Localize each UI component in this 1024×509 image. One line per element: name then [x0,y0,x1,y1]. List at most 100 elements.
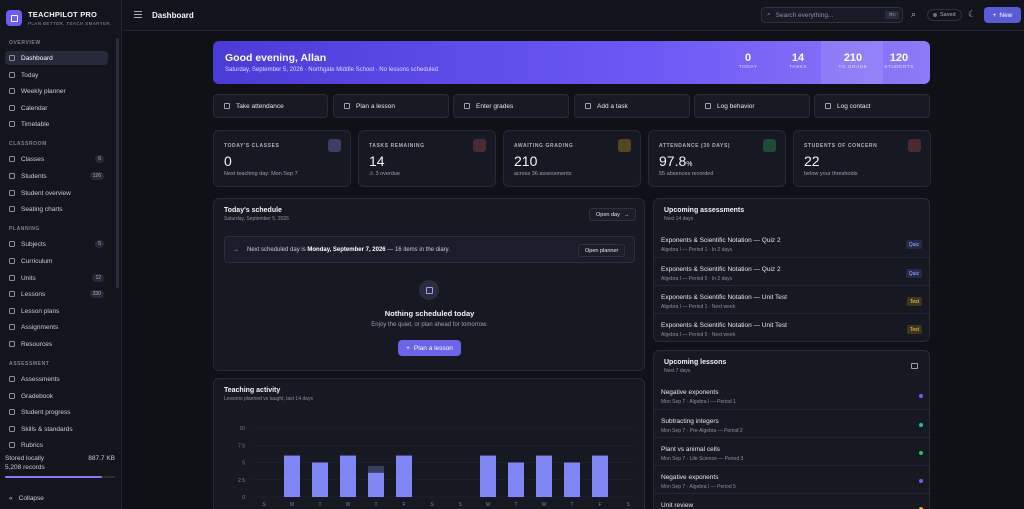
kpi-card[interactable]: TODAY'S CLASSES 0 Next teaching day: Mon S… [213,130,351,187]
bar-taught[interactable] [284,455,300,497]
kpi-subtext: 55 absences recorded [659,171,714,177]
bar-taught[interactable] [312,462,328,498]
quick-action-take-attendance[interactable]: Take attendance [213,94,328,118]
moon-icon[interactable]: ☾ [968,9,977,19]
stat-value: 14 [791,52,805,64]
lesson-row[interactable]: Negative exponents Mon Sep 7 · Algebra I … [654,381,931,409]
assessment-row[interactable]: Exponents & Scientific Notation — Quiz 2… [654,257,931,285]
sidebar-item-weekly-planner[interactable]: Weekly planner [5,84,108,98]
sidebar-item-curriculum[interactable]: Curriculum [5,254,108,268]
nav-section-label: CLASSROOM [9,141,47,147]
kpi-card[interactable]: AWAITING GRADING 210 across 36 assessments [503,130,641,187]
open-planner-label: Open planner [585,247,619,254]
quick-action-plan-a-lesson[interactable]: Plan a lesson [333,94,449,118]
sidebar-item-skills-standards[interactable]: Skills & standards [5,422,108,436]
kpi-card[interactable]: TASKS REMAINING 14 ⚠ 3 overdue [358,130,496,187]
plan-lesson-button[interactable]: + Plan a lesson [398,340,461,356]
bar-taught[interactable] [592,455,608,497]
sidebar-item-units[interactable]: Units 12 [5,271,108,285]
brand: TEACHPILOT PRO PLAN BETTER. TEACH SMARTE… [6,10,112,26]
x-tick-label: T [374,502,377,508]
x-tick-label: S [262,502,266,508]
bar-taught[interactable] [508,462,524,498]
sidebar-item-gradebook[interactable]: Gradebook [5,389,108,403]
kpi-unit: % [686,161,693,168]
sidebar-item-resources[interactable]: Resources [5,337,108,351]
quick-action-add-a-task[interactable]: Add a task [574,94,690,118]
sidebar-item-lessons[interactable]: Lessons 330 [5,287,108,301]
sidebar-item-assignments[interactable]: Assignments [5,320,108,334]
storage-label: Stored locally [5,455,45,462]
book-icon[interactable] [911,363,918,369]
open-day-button[interactable]: Open day → [589,208,637,221]
lesson-row[interactable]: Plant vs animal cells Mon Sep 7 · Life Sc… [654,437,931,465]
lesson-row[interactable]: Subtracting integers Mon Sep 7 · Pre-Alge… [654,409,931,437]
bar-taught[interactable] [368,472,384,497]
lesson-subtitle: Mon Sep 7 · Pre-Algebra — Period 2 [661,428,743,434]
sidebar-item-assessments[interactable]: Assessments [5,372,108,386]
assessment-title: Exponents & Scientific Notation — Unit T… [661,322,787,329]
collapse-button[interactable]: « Collapse [9,495,44,502]
menu-icon[interactable] [134,11,142,18]
kpi-card[interactable]: ATTENDANCE (30 DAYS) 97.8% 55 absences rec… [648,130,786,187]
search-icon[interactable]: ⌕ [911,9,917,19]
stat-label: STUDENTS [884,65,914,70]
nav-item-icon [9,324,15,330]
page-title: Dashboard [152,11,194,20]
sidebar-item-label: Assignments [21,323,59,331]
sidebar-item-classes[interactable]: Classes 6 [5,152,108,166]
sidebar-item-student-progress[interactable]: Student progress [5,405,108,419]
assessment-row[interactable]: Exponents & Scientific Notation — Quiz 2… [654,229,931,257]
sidebar-item-calendar[interactable]: Calendar [5,101,108,115]
nav-item-icon [9,121,15,127]
search-icon: ⌕ [767,11,771,18]
calendar-icon [419,280,439,300]
bar-taught[interactable] [564,462,580,498]
sidebar-item-dashboard[interactable]: Dashboard [5,51,108,65]
sidebar-item-timetable[interactable]: Timetable [5,117,108,131]
nav-item-icon [9,393,15,399]
sidebar-item-students[interactable]: Students 126 [5,169,108,183]
bar-taught[interactable] [340,455,356,497]
sidebar-item-lesson-plans[interactable]: Lesson plans [5,304,108,318]
sidebar-scrollbar[interactable] [116,38,119,288]
nav-item-icon [9,72,15,78]
collapse-label: Collapse [18,495,44,502]
open-planner-button[interactable]: Open planner [578,244,626,257]
sidebar-item-student-overview[interactable]: Student overview [5,186,108,200]
quick-action-enter-grades[interactable]: Enter grades [453,94,569,118]
kpi-subtext: Next teaching day: Mon Sep 7 [224,171,298,177]
storage-size: 887.7 KB [88,455,115,462]
assessments-subtitle: Next 14 days [664,216,694,222]
sidebar-item-seating-charts[interactable]: Seating charts [5,202,108,216]
quick-action-log-contact[interactable]: Log contact [814,94,930,118]
bar-taught[interactable] [396,455,412,497]
storage-indicator: Stored locally 887.7 KB 5,208 records [5,455,115,478]
search-input[interactable]: ⌕ Search everything... ⌘K [761,7,903,23]
stat-label: TO GRADE [838,65,868,70]
nav-item-icon [9,55,15,61]
nav-item-icon [9,190,15,196]
lessons-card: Upcoming lessons Next 7 days Negative ex… [653,350,931,509]
sidebar: TEACHPILOT PRO PLAN BETTER. TEACH SMARTE… [0,0,122,509]
stat-students: 120 STUDENTS [877,52,921,70]
assessment-row[interactable]: Exponents & Scientific Notation — Unit T… [654,313,931,341]
lesson-row[interactable]: Negative exponents Mon Sep 7 · Algebra I … [654,465,931,493]
quick-action-log-behavior[interactable]: Log behavior [694,94,810,118]
lesson-row[interactable]: Unit review [654,493,931,509]
count-badge: 5 [95,240,104,248]
open-day-label: Open day [596,211,620,218]
kpi-card[interactable]: STUDENTS OF CONCERN 22 below your threshol… [793,130,931,187]
bar-taught[interactable] [480,455,496,497]
x-tick-label: F [598,502,601,508]
sidebar-item-rubrics[interactable]: Rubrics [5,438,108,452]
new-button[interactable]: + New [984,7,1021,23]
bar-taught[interactable] [536,455,552,497]
sidebar-item-subjects[interactable]: Subjects 5 [5,237,108,251]
nav-item-icon [9,376,15,382]
sidebar-item-today[interactable]: Today [5,68,108,82]
brand-name: TEACHPILOT PRO [28,10,98,19]
schedule-card: Today's schedule Saturday, September 5, … [213,198,645,371]
assessment-row[interactable]: Exponents & Scientific Notation — Unit T… [654,285,931,313]
nav-item-icon [9,88,15,94]
